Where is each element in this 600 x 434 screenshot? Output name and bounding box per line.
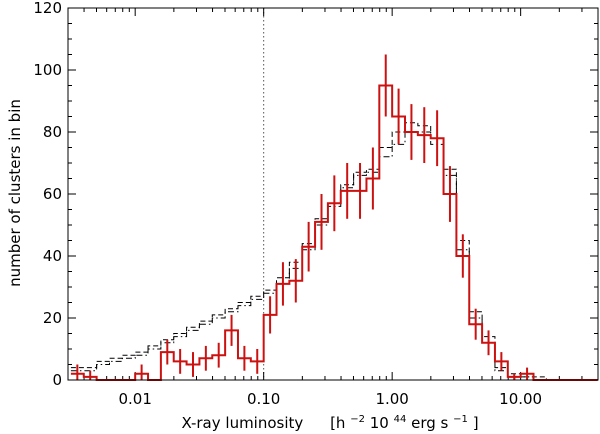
x-axis-label-unit: erg s <box>411 414 448 432</box>
plot-series <box>67 7 599 381</box>
x-axis-label-exp-10: 44 <box>394 414 407 425</box>
histogram-dashed <box>70 122 598 381</box>
histogram-dashdot <box>70 131 598 381</box>
x-axis-label: X-ray luminosity [h −2 10 44 erg s −1 ] <box>181 408 478 432</box>
x-axis-label-exp-h: −2 <box>350 414 365 425</box>
y-axis-label: number of clusters in bin <box>6 99 24 287</box>
x-axis-label-unit: [h <box>330 414 345 432</box>
y-tick-label: 60 <box>43 185 62 203</box>
x-tick-label: 0.01 <box>118 390 151 408</box>
y-axis-labels: 0 20 40 60 80 100 120 <box>33 0 62 389</box>
plot-frame <box>67 7 599 381</box>
y-tick-label: 80 <box>43 123 62 141</box>
x-tick-label: 0.10 <box>247 390 280 408</box>
x-axis-label-exp-s: −1 <box>453 414 468 425</box>
y-tick-label: 0 <box>52 371 62 389</box>
x-axis-label-main: X-ray luminosity <box>181 414 303 432</box>
y-tick-label: 20 <box>43 309 62 327</box>
histogram-solid <box>70 84 598 381</box>
y-tick-label: 40 <box>43 247 62 265</box>
y-tick-label: 100 <box>33 61 62 79</box>
x-tick-label: 10.00 <box>499 390 542 408</box>
x-tick-label: 1.00 <box>375 390 408 408</box>
x-axis-label-unit: 10 <box>370 414 389 432</box>
x-axis-label-unit: ] <box>473 414 479 432</box>
y-tick-label: 120 <box>33 0 62 17</box>
x-axis-labels: 0.01 0.10 1.00 10.00 <box>118 390 542 408</box>
